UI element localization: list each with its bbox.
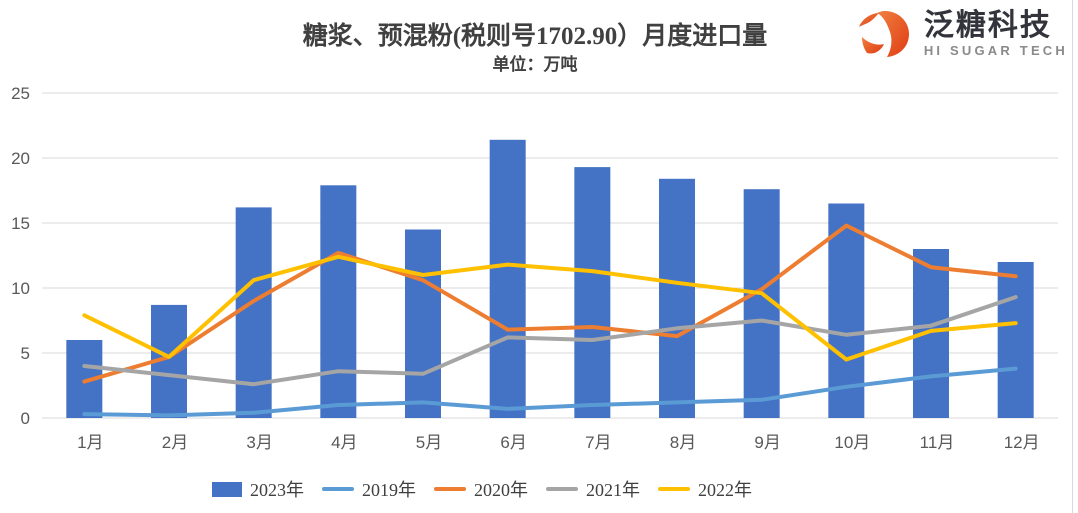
bar-2023年-3月 bbox=[235, 207, 272, 418]
chart-unit-subtitle: 单位：万吨 bbox=[492, 55, 578, 74]
line-2021年 bbox=[82, 295, 1018, 387]
bar-2023年-7月 bbox=[574, 167, 611, 418]
chart-area: 0 5 10 15 20 25 1月 2月 3月 4月 5月 6月 7月 8月 9月 10月 11月 12月 bbox=[11, 84, 1058, 452]
y-tick-label-25: 25 bbox=[11, 84, 30, 103]
x-tick-label-10月: 10月 bbox=[834, 433, 870, 452]
legend-item-2019年: 2019年 bbox=[322, 476, 416, 502]
bar-2023年-5月 bbox=[405, 229, 441, 418]
bar-2023年-10月 bbox=[828, 203, 865, 418]
x-tick-label-11月: 11月 bbox=[920, 433, 955, 452]
legend-swatch-2022年 bbox=[658, 486, 690, 492]
legend-label-2023年: 2023年 bbox=[250, 480, 304, 500]
logo-name-cn: 泛糖科技 bbox=[923, 8, 1052, 42]
y-tick-label-5: 5 bbox=[21, 344, 30, 363]
bar-2023年-8月 bbox=[659, 178, 695, 418]
line-2019年 bbox=[82, 366, 1018, 418]
bar-2023年-4月 bbox=[320, 185, 357, 418]
legend-label-2021年: 2021年 bbox=[586, 480, 640, 500]
logo-name-en: HI SUGAR TECH bbox=[923, 43, 1068, 59]
y-tick-label-0: 0 bbox=[21, 409, 30, 428]
hi-sugar-tech-logo-icon bbox=[858, 11, 909, 57]
y-tick-label-20: 20 bbox=[11, 149, 30, 168]
x-tick-label-8月: 8月 bbox=[670, 433, 696, 452]
x-tick-label-4月: 4月 bbox=[331, 433, 357, 452]
legend-item-2020年: 2020年 bbox=[434, 476, 528, 502]
x-tick-label-12月: 12月 bbox=[1004, 433, 1040, 452]
legend-item-2021年: 2021年 bbox=[546, 476, 640, 502]
chart-title: 糖浆、预混粉(税则号1702.90）月度进口量 bbox=[302, 23, 768, 50]
legend-item-2022年: 2022年 bbox=[658, 476, 752, 502]
legend-label-2019年: 2019年 bbox=[362, 480, 416, 500]
window-edge-divider bbox=[1072, 0, 1073, 513]
bar-2023年-6月 bbox=[489, 139, 526, 419]
chart-legend: 2023年 2019年 2020年 2021年 2022年 bbox=[0, 476, 964, 502]
legend-swatch-2020年 bbox=[434, 486, 466, 492]
legend-swatch-2019年 bbox=[322, 486, 354, 492]
x-tick-label-3月: 3月 bbox=[246, 433, 272, 452]
line-2022年 bbox=[82, 254, 1018, 362]
x-tick-label-9月: 9月 bbox=[754, 433, 780, 452]
logo: 泛糖科技 HI SUGAR TECH bbox=[852, 6, 1068, 62]
x-tick-label-2月: 2月 bbox=[162, 433, 188, 452]
logo-text: 泛糖科技 HI SUGAR TECH bbox=[924, 10, 1068, 58]
line-2020年 bbox=[82, 223, 1018, 384]
y-tick-label-15: 15 bbox=[11, 214, 30, 233]
bar-2023年-12月 bbox=[997, 262, 1034, 418]
x-tick-label-6月: 6月 bbox=[500, 433, 526, 452]
legend-item-2023年: 2023年 bbox=[212, 476, 304, 502]
y-tick-label-10: 10 bbox=[11, 279, 30, 298]
x-tick-label-1月: 1月 bbox=[77, 433, 103, 452]
legend-label-2022年: 2022年 bbox=[698, 480, 752, 500]
legend-swatch-2023年 bbox=[212, 481, 242, 497]
x-tick-label-7月: 7月 bbox=[585, 433, 611, 452]
legend-label-2020年: 2020年 bbox=[474, 480, 528, 500]
legend-swatch-2021年 bbox=[546, 486, 578, 492]
x-tick-label-5月: 5月 bbox=[416, 433, 442, 452]
